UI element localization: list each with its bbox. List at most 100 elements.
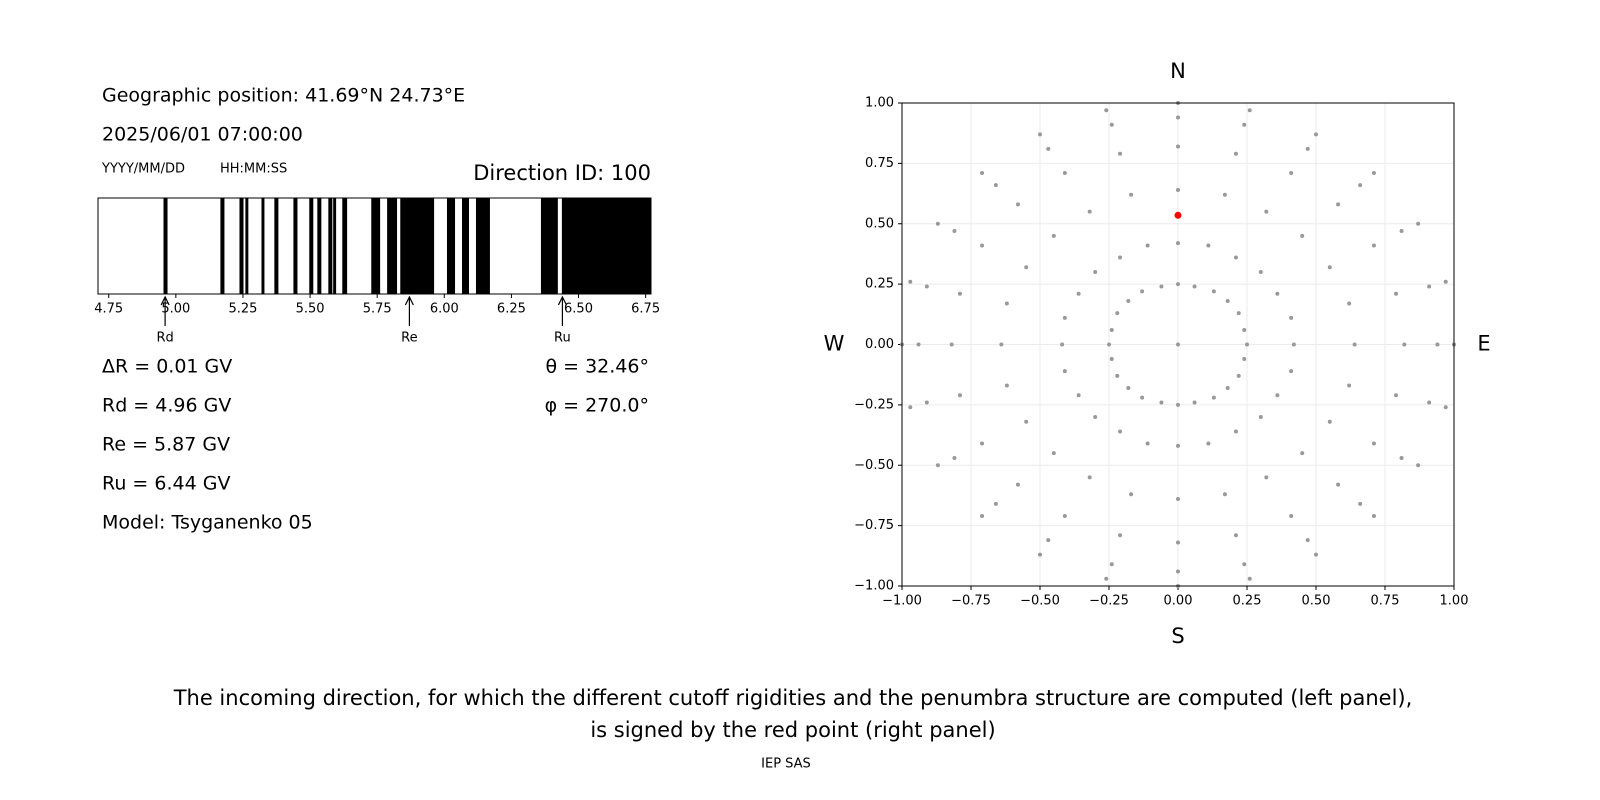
direction-point	[1015, 202, 1020, 207]
y-tick-label: 1.00	[865, 96, 894, 111]
direction-point	[1258, 414, 1263, 419]
direction-point	[1443, 405, 1448, 410]
direction-point	[1305, 146, 1310, 151]
direction-point	[1233, 533, 1238, 538]
direction-point	[1275, 393, 1280, 398]
compass-e: E	[1477, 332, 1490, 356]
direction-point	[924, 284, 929, 289]
penumbra-band	[475, 198, 490, 294]
direction-point	[1371, 513, 1376, 518]
direction-point	[1247, 576, 1252, 581]
direction-point	[1416, 221, 1421, 226]
direction-point	[1176, 402, 1180, 407]
direction-point	[1242, 122, 1247, 127]
direction-point	[1024, 265, 1029, 270]
direction-point	[1109, 122, 1114, 127]
direction-point	[1140, 289, 1145, 294]
direction-point	[1060, 342, 1065, 347]
direction-point	[1225, 299, 1230, 304]
direction-point	[1236, 311, 1241, 316]
x-tick-label: 5.75	[363, 302, 392, 317]
x-tick-label: 6.25	[497, 302, 526, 317]
direction-point	[957, 291, 962, 296]
marker-label: Rd	[156, 331, 173, 346]
x-tick-label: 5.25	[228, 302, 257, 317]
direction-point	[1176, 241, 1180, 246]
penumbra-band	[462, 198, 469, 294]
x-tick-label: 4.75	[94, 302, 123, 317]
direction-point	[1192, 284, 1197, 289]
direction-point	[1222, 492, 1227, 497]
direction-point	[1176, 443, 1180, 448]
stat: Rd = 4.96 GV	[102, 395, 231, 417]
direction-point	[1233, 255, 1238, 260]
direction-point	[1159, 284, 1164, 289]
direction-point	[1076, 393, 1081, 398]
direction-point	[1159, 400, 1164, 405]
y-tick-label: −1.00	[854, 579, 894, 594]
direction-point	[1051, 451, 1056, 456]
direction-point	[1107, 342, 1111, 347]
direction-point	[1247, 108, 1252, 113]
direction-point	[1258, 270, 1263, 275]
direction-point	[1126, 385, 1131, 390]
direction-point	[1264, 475, 1269, 480]
direction-point	[1176, 569, 1180, 574]
direction-point	[1416, 463, 1421, 468]
penumbra-band	[309, 198, 314, 294]
x-tick-label: −1.00	[882, 594, 922, 609]
direction-point	[1336, 482, 1341, 487]
footer: IEP SAS	[761, 757, 811, 772]
direction-point	[1327, 419, 1332, 424]
x-tick-label: −0.50	[1020, 594, 1060, 609]
direction-point	[1211, 395, 1216, 400]
direction-point	[1314, 132, 1318, 137]
direction-point	[1402, 342, 1407, 347]
penumbra-band	[220, 198, 225, 294]
direction-point	[1211, 289, 1216, 294]
direction-point	[1062, 171, 1067, 176]
y-tick-label: −0.25	[854, 397, 894, 412]
penumbra-band	[163, 198, 168, 294]
direction-point	[993, 501, 998, 506]
penumbra-band	[239, 198, 244, 294]
direction-point	[1399, 228, 1404, 233]
direction-point	[1300, 451, 1305, 456]
direction-point	[924, 400, 929, 405]
direction-point	[1093, 270, 1098, 275]
direction-point	[1275, 291, 1280, 296]
y-tick-label: −0.50	[854, 458, 894, 473]
direction-point	[1118, 429, 1123, 434]
direction-point	[916, 342, 921, 347]
x-tick-label: 5.00	[161, 302, 190, 317]
stat: Re = 5.87 GV	[102, 434, 230, 456]
direction-point	[908, 279, 913, 284]
direction-point	[993, 183, 998, 188]
arrow-head	[557, 295, 567, 306]
phi: φ = 270.0°	[545, 395, 649, 417]
direction-point	[1300, 233, 1305, 238]
direction-point	[1145, 441, 1150, 446]
direction-point	[1347, 301, 1352, 306]
direction-point	[1242, 356, 1247, 361]
direction-point	[1222, 192, 1227, 197]
direction-point	[949, 342, 954, 347]
direction-point	[1176, 497, 1180, 502]
direction-point	[1242, 562, 1247, 567]
direction-point	[1358, 501, 1363, 506]
direction-point	[1371, 441, 1376, 446]
penumbra-band	[274, 198, 279, 294]
direction-point	[1176, 115, 1180, 120]
plot-frame	[901, 102, 1455, 587]
y-tick-label: 0.75	[865, 156, 894, 171]
penumbra-band	[371, 198, 381, 294]
direction-point	[1289, 171, 1294, 176]
direction-point	[952, 456, 957, 461]
direction-point	[1192, 400, 1197, 405]
direction-point	[1076, 291, 1081, 296]
penumbra-band	[561, 198, 651, 294]
x-tick-label: 6.50	[564, 302, 593, 317]
datetime: 2025/06/01 07:00:00	[102, 124, 303, 146]
y-tick-label: 0.00	[865, 337, 894, 352]
